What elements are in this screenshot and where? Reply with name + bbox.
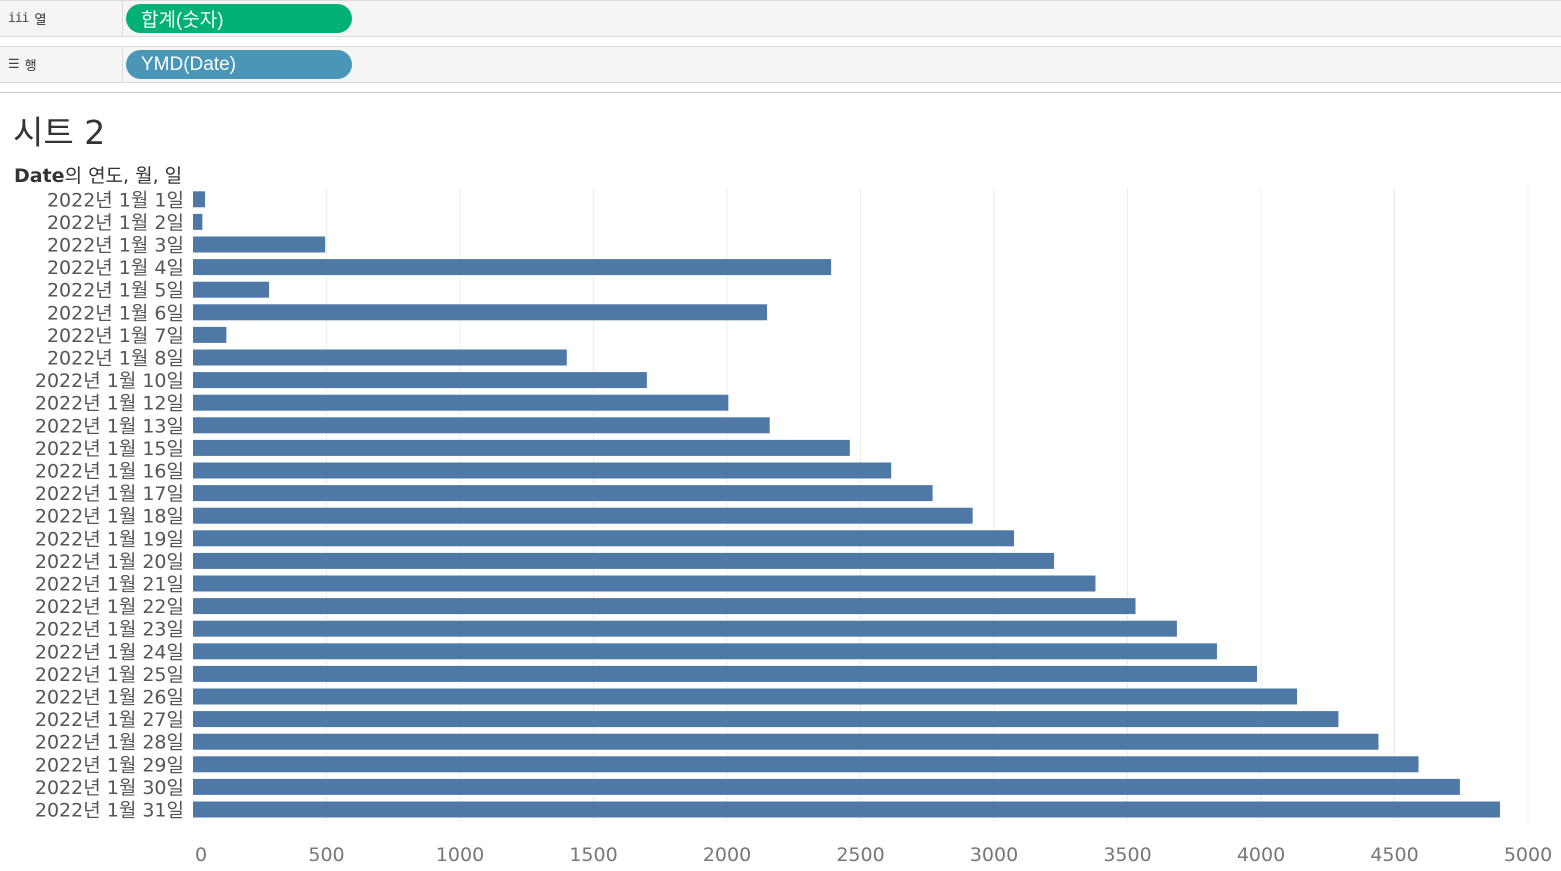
bar[interactable]	[193, 349, 567, 366]
bar[interactable]	[193, 439, 850, 456]
sum-number-pill[interactable]: 합계(숫자)	[126, 4, 352, 33]
row-axis-header: Date의 연도, 월, 일	[14, 165, 182, 187]
category-label: 2022년 1월 16일	[35, 461, 184, 483]
rows-shelf: ☰ 행 YMD(Date)	[0, 46, 1561, 83]
bar[interactable]	[193, 688, 1298, 705]
bar[interactable]	[193, 801, 1500, 818]
category-label: 2022년 1월 17일	[35, 483, 184, 505]
bars	[193, 191, 1500, 818]
category-label: 2022년 1월 23일	[35, 619, 184, 641]
rows-shelf-label: ☰ 행	[0, 47, 123, 82]
bar[interactable]	[193, 733, 1379, 750]
bar[interactable]	[193, 575, 1096, 592]
bar[interactable]	[193, 552, 1055, 569]
category-label: 2022년 1월 5일	[47, 280, 184, 302]
category-label: 2022년 1월 2일	[47, 212, 184, 234]
category-label: 2022년 1월 22일	[35, 596, 184, 618]
columns-shelf-label: iii 열	[0, 1, 123, 36]
columns-shelf-label-text: 열	[34, 13, 47, 28]
row-axis-header-field: Date	[14, 165, 65, 187]
x-tick-label: 3000	[970, 844, 1018, 866]
x-tick-label: 4000	[1237, 844, 1285, 866]
category-label: 2022년 1월 29일	[35, 754, 184, 776]
x-tick-label: 2500	[836, 844, 884, 866]
bar[interactable]	[193, 417, 770, 434]
x-tick-label: 2000	[703, 844, 751, 866]
x-tick-label: 3500	[1103, 844, 1151, 866]
category-label: 2022년 1월 27일	[35, 709, 184, 731]
bar[interactable]	[193, 281, 270, 298]
category-label: 2022년 1월 3일	[47, 235, 184, 257]
x-tick-label: 1500	[569, 844, 617, 866]
x-tick-label: 500	[308, 844, 344, 866]
category-label: 2022년 1월 25일	[35, 664, 184, 686]
row-axis-header-text: 의 연도, 월, 일	[65, 165, 183, 187]
category-label: 2022년 1월 7일	[47, 325, 184, 347]
rows-icon: ☰	[8, 57, 20, 72]
columns-icon: iii	[8, 11, 30, 26]
category-label: 2022년 1월 28일	[35, 732, 184, 754]
category-label: 2022년 1월 1일	[47, 189, 184, 211]
bar[interactable]	[193, 711, 1339, 728]
category-label: 2022년 1월 4일	[47, 257, 184, 279]
bar[interactable]	[193, 756, 1419, 773]
bar[interactable]	[193, 372, 647, 389]
bar[interactable]	[193, 213, 203, 230]
category-label: 2022년 1월 10일	[35, 370, 184, 392]
x-tick-label: 0	[195, 844, 207, 866]
shelf-divider	[0, 92, 1561, 93]
category-label: 2022년 1월 13일	[35, 415, 184, 437]
category-label: 2022년 1월 30일	[35, 777, 184, 799]
category-label: 2022년 1월 26일	[35, 687, 184, 709]
bar[interactable]	[193, 507, 973, 524]
bar[interactable]	[193, 326, 227, 343]
sheet-title: 시트 2	[13, 113, 106, 152]
category-label: 2022년 1월 24일	[35, 641, 184, 663]
bar[interactable]	[193, 665, 1257, 682]
bar[interactable]	[193, 191, 206, 208]
bar[interactable]	[193, 259, 832, 276]
category-label: 2022년 1월 6일	[47, 302, 184, 324]
bar[interactable]	[193, 236, 326, 253]
x-tick-label: 5000	[1504, 844, 1552, 866]
x-tick-label: 4500	[1370, 844, 1418, 866]
bar[interactable]	[193, 530, 1015, 547]
bar[interactable]	[193, 643, 1217, 660]
bar[interactable]	[193, 598, 1136, 615]
category-label: 2022년 1월 19일	[35, 528, 184, 550]
rows-shelf-label-text: 행	[24, 59, 37, 74]
x-axis-ticks: 0 500 1000 1500 2000 2500 3000 3500 4000 4500 5000	[195, 844, 1552, 866]
bar[interactable]	[193, 304, 768, 321]
category-label: 2022년 1월 15일	[35, 438, 184, 460]
category-label: 2022년 1월 21일	[35, 574, 184, 596]
bar[interactable]	[193, 620, 1177, 637]
bar[interactable]	[193, 485, 933, 502]
category-label: 2022년 1월 18일	[35, 506, 184, 528]
category-label: 2022년 1월 12일	[35, 393, 184, 415]
bar[interactable]	[193, 462, 892, 479]
category-label: 2022년 1월 8일	[47, 348, 184, 370]
columns-shelf: iii 열 합계(숫자)	[0, 0, 1561, 37]
x-tick-label: 1000	[436, 844, 484, 866]
grid-lines	[326, 188, 1529, 821]
bar[interactable]	[193, 394, 729, 411]
category-label: 2022년 1월 20일	[35, 551, 184, 573]
bar[interactable]	[193, 778, 1460, 795]
category-label: 2022년 1월 31일	[35, 800, 184, 822]
ymd-date-pill[interactable]: YMD(Date)	[126, 50, 352, 79]
